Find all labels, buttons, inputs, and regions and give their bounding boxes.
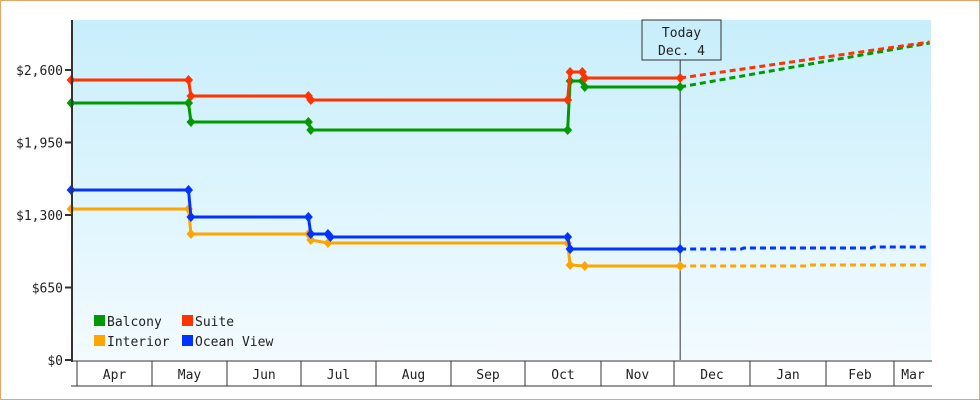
data-point-ocean-view [675, 244, 685, 255]
projection-suite [679, 40, 930, 80]
data-point-interior [306, 234, 316, 245]
data-point-ocean-view [303, 212, 313, 223]
x-tick-label: Jan [776, 368, 799, 383]
data-point-suite [675, 73, 685, 84]
data-point-suite [306, 95, 316, 106]
legend-swatch-ocean-view [182, 335, 193, 346]
data-point-balcony [580, 81, 590, 92]
data-point-interior [580, 260, 590, 271]
legend-label-ocean-view: Ocean View [195, 335, 273, 350]
x-tick-label: Jul [327, 368, 350, 383]
data-point-balcony [563, 125, 573, 136]
series-interior [71, 207, 681, 268]
x-tick-label: Nov [626, 368, 650, 383]
data-point-balcony [675, 81, 685, 92]
projection-balcony [679, 41, 930, 89]
y-tick-label: $1,950 [16, 137, 63, 152]
y-tick-label: $650 [32, 282, 63, 297]
x-tick-label: Jun [252, 368, 275, 383]
legend: Balcony Suite Interior Ocean View [94, 315, 273, 350]
y-tick-label: $1,300 [16, 209, 63, 224]
data-point-balcony [186, 116, 196, 127]
data-point-suite [563, 95, 573, 106]
data-point-suite [184, 75, 194, 86]
data-point-balcony [303, 116, 313, 127]
data-point-ocean-view [563, 231, 573, 242]
data-point-ocean-view [186, 212, 196, 223]
data-point-interior [186, 228, 196, 239]
projection-ocean-view [680, 245, 930, 251]
legend-swatch-interior [94, 335, 105, 346]
legend-swatch-suite [182, 315, 193, 326]
legend-label-interior: Interior [107, 335, 170, 350]
x-tick-label: Dec [700, 368, 723, 383]
x-tick-label: Mar [901, 368, 925, 383]
today-box [641, 19, 722, 61]
x-tick-label: Oct [551, 368, 574, 383]
projection-interior [680, 263, 930, 268]
x-tick-label: Apr [103, 368, 127, 383]
y-tick-label: $0 [47, 354, 63, 369]
today-date: Dec. 4 [658, 44, 705, 59]
data-point-interior [565, 259, 575, 270]
data-point-suite [186, 90, 196, 101]
plot-area [71, 20, 931, 360]
legend-label-balcony: Balcony [107, 315, 162, 330]
x-tick-label: May [178, 368, 202, 383]
data-point-balcony [306, 125, 316, 136]
legend-label-suite: Suite [195, 315, 234, 330]
x-tick-label: Sep [476, 368, 500, 383]
data-point-ocean-view [565, 244, 575, 255]
x-tick-label: Aug [402, 368, 425, 383]
series-ocean-view [71, 188, 681, 251]
data-point-ocean-view [325, 231, 335, 242]
today-label: Today [662, 26, 701, 41]
legend-swatch-balcony [94, 315, 105, 326]
today-marker: Today Dec. 4 [641, 19, 722, 61]
data-point-suite [580, 73, 590, 84]
data-point-ocean-view [306, 228, 316, 239]
x-tick-label: Feb [848, 368, 872, 383]
data-point-ocean-view [184, 185, 194, 196]
y-tick-label: $2,600 [16, 64, 63, 79]
data-point-interior [675, 260, 685, 271]
data-point-suite [565, 67, 575, 78]
